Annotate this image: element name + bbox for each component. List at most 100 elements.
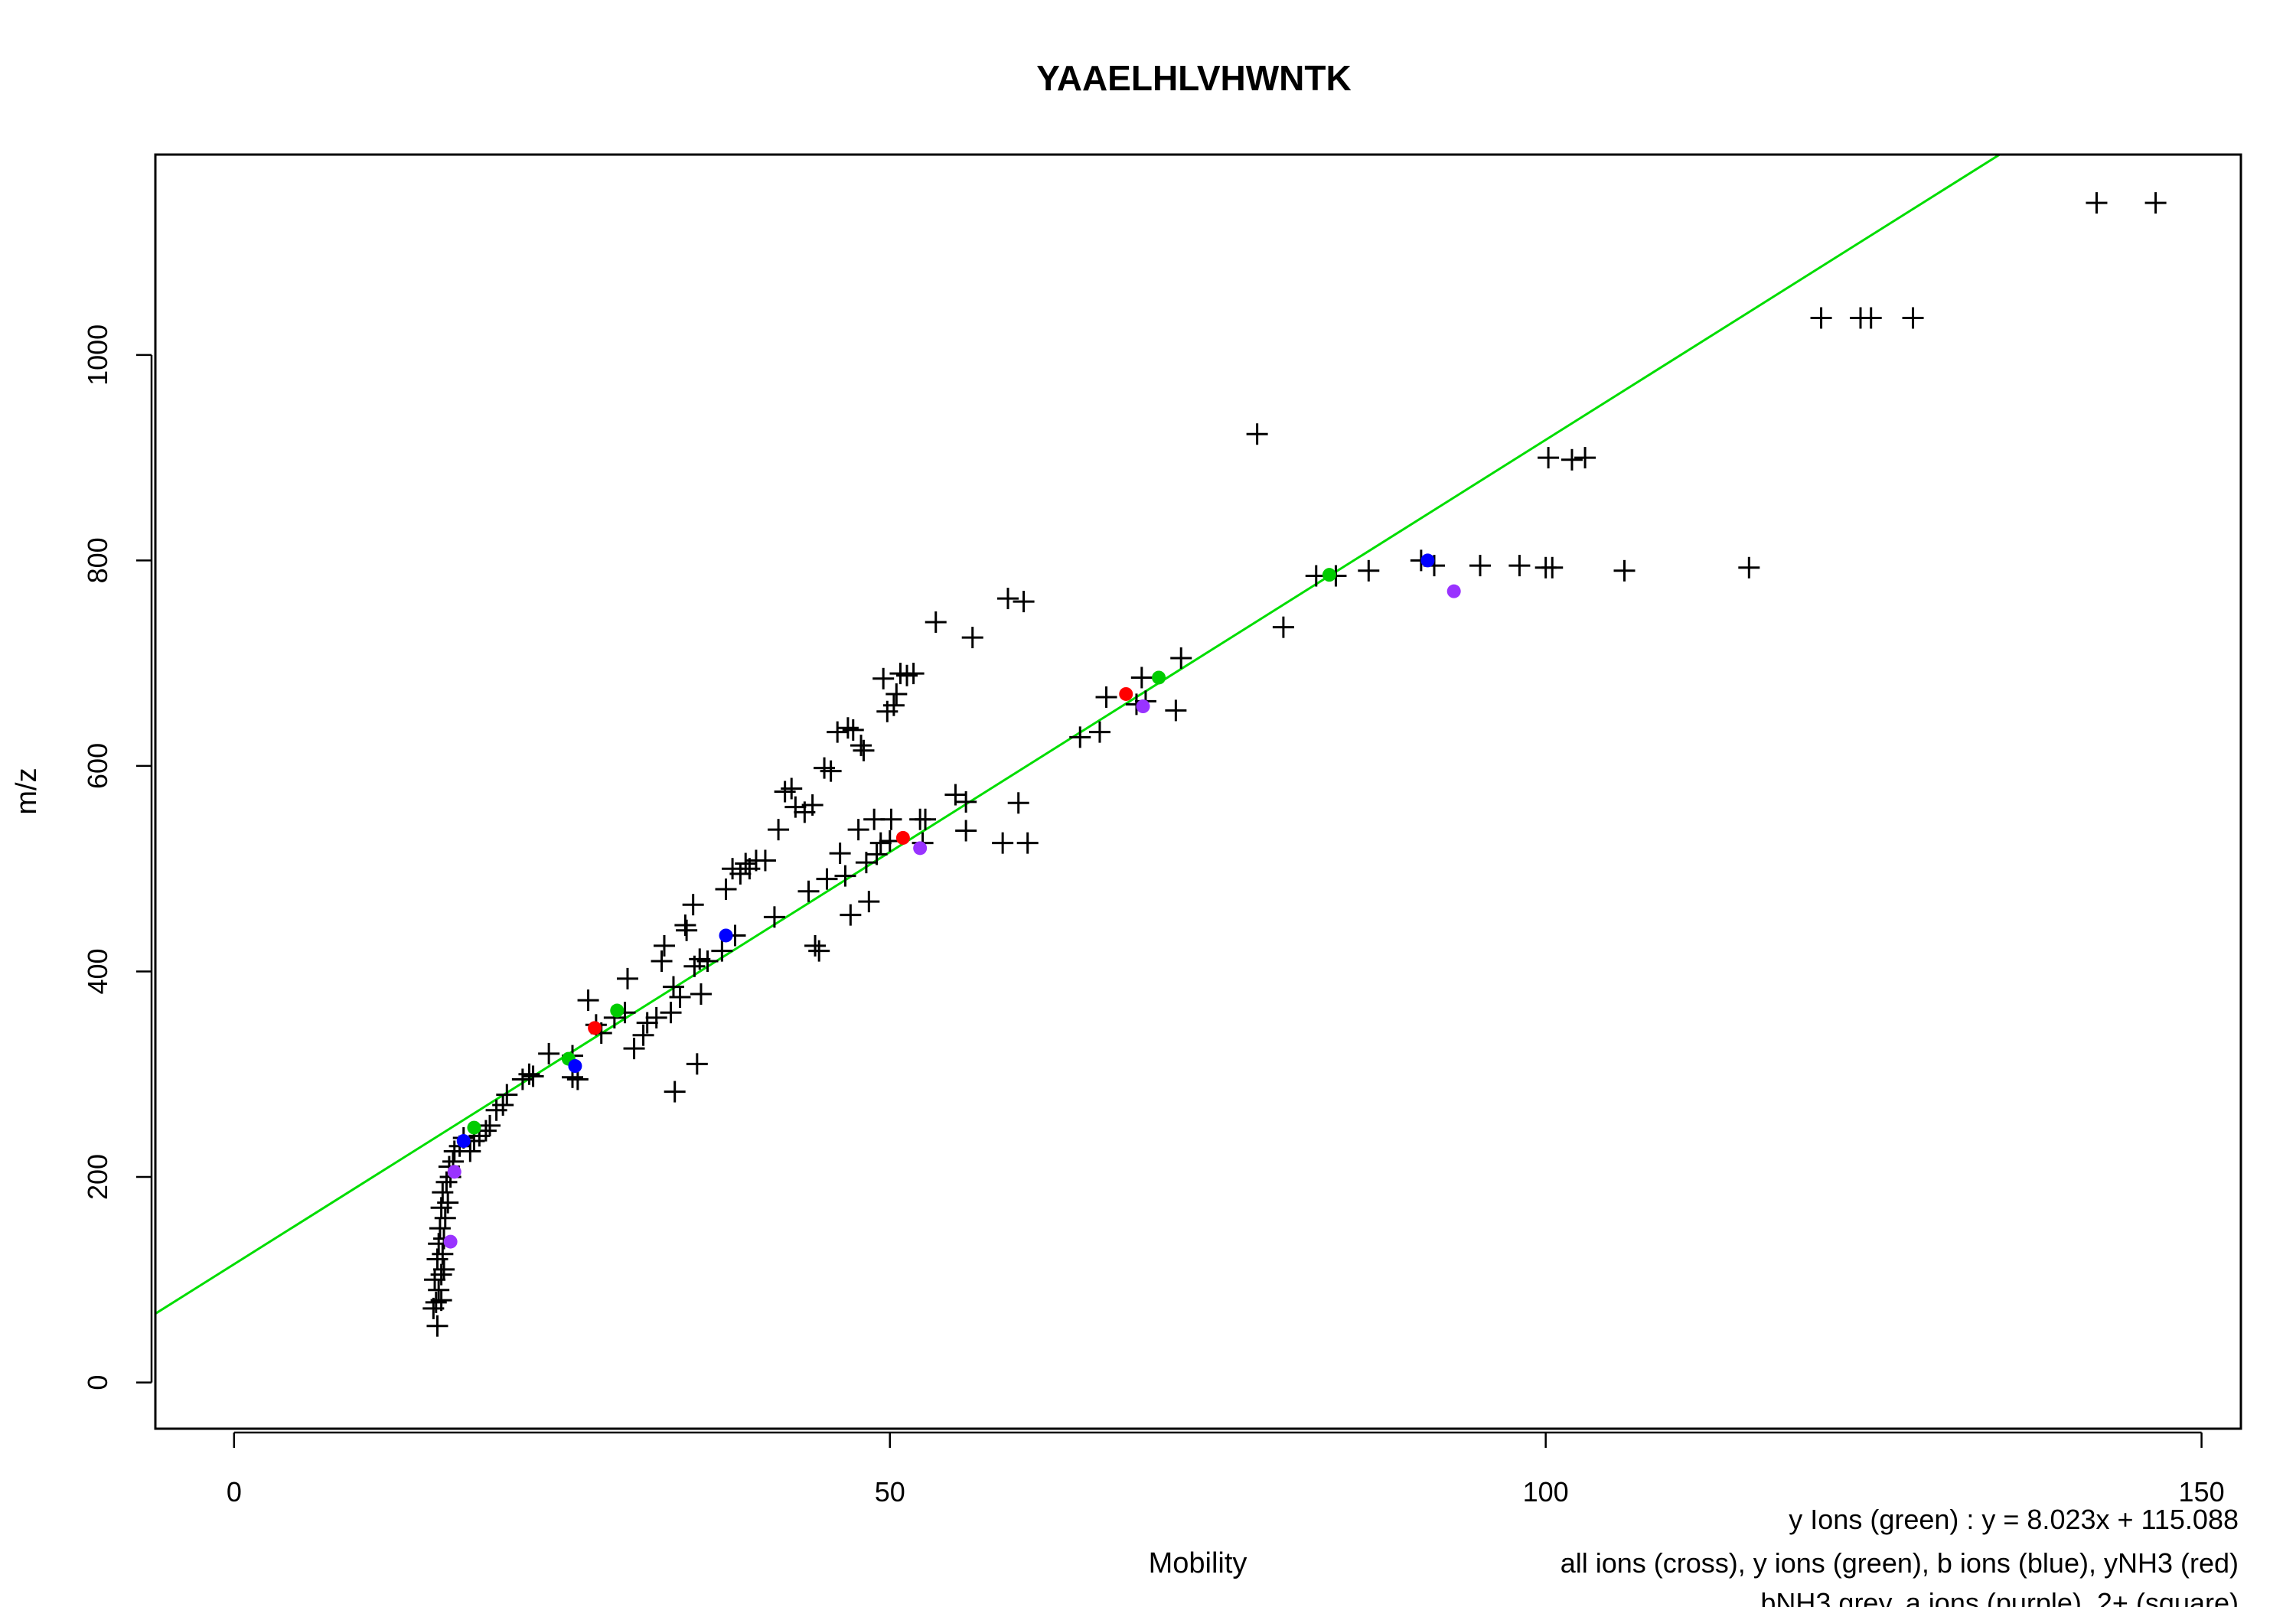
ion-cross-point xyxy=(676,919,698,941)
ion-cross-point xyxy=(459,1140,481,1162)
b-ion-point xyxy=(456,1134,471,1149)
y-ion-fit-line xyxy=(155,155,2002,1315)
ion-cross-point xyxy=(715,878,737,901)
ion-cross-point xyxy=(847,819,869,841)
ion-cross-point xyxy=(804,934,827,957)
ion-cross-point xyxy=(682,894,704,916)
b-ion-point xyxy=(568,1059,582,1074)
ion-cross-point xyxy=(850,735,872,757)
b-ion-point xyxy=(719,928,733,943)
ion-cross-point xyxy=(816,868,838,890)
y-axis: 0 200 400 600 800 1000 xyxy=(82,324,153,1390)
ion-cross-point xyxy=(522,1065,544,1087)
ion-cross-point xyxy=(432,1182,454,1204)
ion-cross-point xyxy=(1095,686,1117,708)
ion-cross-point xyxy=(961,627,983,649)
y-tick-label: 600 xyxy=(82,743,113,789)
a-ion-point xyxy=(447,1165,461,1179)
a-ion-point xyxy=(1136,699,1150,714)
ion-cross-point xyxy=(426,1315,448,1337)
ion-cross-point xyxy=(674,914,696,937)
ion-cross-point xyxy=(1069,726,1091,748)
ion-cross-point xyxy=(834,865,856,887)
ion-cross-point xyxy=(538,1042,560,1064)
ion-cross-point xyxy=(616,967,638,989)
yNH3-ion-point xyxy=(1119,686,1133,701)
ion-cross-point xyxy=(1538,447,1560,469)
ion-cross-point xyxy=(1561,448,1583,471)
ion-cross-point xyxy=(696,950,719,973)
ion-cross-point xyxy=(1810,307,1832,329)
x-axis: 0 50 100 150 xyxy=(227,1431,2225,1508)
a-ion-point xyxy=(1446,584,1461,598)
ion-cross-point xyxy=(434,1207,456,1229)
ion-cross-point xyxy=(2144,192,2167,214)
x-tick-label: 0 xyxy=(227,1476,242,1508)
ion-cross-point xyxy=(518,1063,540,1085)
ion-cross-point xyxy=(1738,556,1760,579)
ion-cross-point xyxy=(729,862,752,885)
ion-cross-point xyxy=(784,796,807,818)
ion-cross-point xyxy=(754,849,776,872)
x-tick-label: 100 xyxy=(1523,1476,1569,1508)
ion-cross-point xyxy=(1165,699,1187,722)
ion-cross-point xyxy=(623,1038,645,1060)
yNH3-ion-point xyxy=(895,830,910,845)
ion-cross-point xyxy=(577,989,599,1012)
ion-cross-point xyxy=(653,934,675,957)
ion-cross-point xyxy=(686,1053,708,1075)
ion-cross-point xyxy=(636,1012,658,1034)
y-tick-label: 1000 xyxy=(82,324,113,386)
ion-cross-point xyxy=(955,820,977,842)
ion-cross-point xyxy=(669,986,691,1009)
ion-cross-point xyxy=(885,683,908,705)
ion-cross-point xyxy=(1508,555,1531,577)
ion-cross-point xyxy=(837,717,859,739)
ion-cross-point xyxy=(827,721,849,743)
ion-cross-point xyxy=(428,1279,450,1301)
y-ion-point xyxy=(467,1120,481,1135)
ion-cross-point xyxy=(869,832,892,854)
a-ion-point xyxy=(443,1234,458,1249)
ion-cross-point xyxy=(426,1248,448,1270)
ion-cross-point xyxy=(1358,559,1380,582)
ion-cross-point xyxy=(1016,832,1039,854)
ion-cross-point xyxy=(632,1024,654,1046)
ion-cross-point xyxy=(1130,667,1153,689)
ion-cross-point xyxy=(496,1084,518,1106)
legend-annotation-line1: all ions (cross), y ions (green), b ions… xyxy=(1561,1547,2239,1579)
ion-cross-point xyxy=(1246,423,1268,445)
y-tick-label: 400 xyxy=(82,948,113,994)
ion-cross-point xyxy=(808,940,830,962)
ion-cross-point xyxy=(820,760,842,782)
ion-cross-point xyxy=(2086,192,2108,214)
ion-cross-point xyxy=(1613,559,1636,582)
ion-cross-point xyxy=(425,1291,447,1313)
ion-cross-point xyxy=(432,1243,454,1265)
x-tick-label: 50 xyxy=(875,1476,905,1508)
x-tick-label: 150 xyxy=(2179,1476,2225,1508)
y-ion-point xyxy=(610,1003,625,1018)
ion-cross-point xyxy=(1007,792,1029,814)
ion-cross-point xyxy=(1860,307,1882,329)
ion-cross-point xyxy=(1574,447,1596,469)
ion-cross-point xyxy=(1902,307,1924,329)
ion-cross-point xyxy=(435,1171,458,1193)
y-axis-label: m/z xyxy=(11,768,43,814)
fit-equation-annotation: y Ions (green) : y = 8.023x + 115.088 xyxy=(1789,1504,2239,1535)
ion-cross-point xyxy=(1170,647,1192,669)
ion-cross-point xyxy=(430,1289,452,1312)
ion-cross-point xyxy=(781,777,803,800)
ion-cross-point xyxy=(872,667,895,689)
ion-cross-point xyxy=(882,694,905,716)
ion-cross-point xyxy=(853,739,875,761)
ion-cross-point xyxy=(660,1002,682,1024)
ion-cross-point xyxy=(955,790,977,813)
ion-cross-point xyxy=(690,983,712,1006)
plot-frame xyxy=(154,153,2242,1430)
ion-cross-point xyxy=(479,1114,501,1136)
ion-cross-point xyxy=(866,843,888,865)
yNH3-ion-point xyxy=(588,1021,602,1035)
ion-cross-point xyxy=(840,904,862,926)
